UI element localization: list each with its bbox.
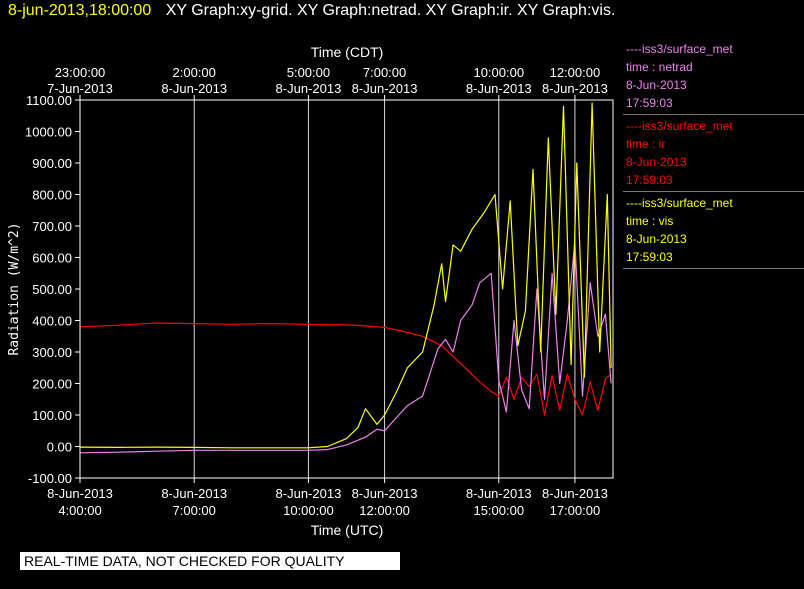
x-tick-label-date: 8-Jun-2013 bbox=[542, 486, 608, 501]
x-tick-label-date: 8-Jun-2013 bbox=[466, 486, 532, 501]
y-tick-label: 500.00 bbox=[32, 282, 72, 297]
x-axis-label-bottom: Time (UTC) bbox=[311, 522, 384, 538]
legend-entry-netrad: ----iss3/surface_met time : netrad 8-Jun… bbox=[623, 38, 804, 115]
x-axis-label-top: Time (CDT) bbox=[311, 44, 384, 60]
y-ticks: -100.00 0.00 100.00 200.00 300.00 400.00 500.0… bbox=[25, 93, 80, 486]
legend-entry-vis: ----iss3/surface_met time : vis 8-Jun-20… bbox=[623, 192, 804, 269]
legend-date: 8-Jun-2013 bbox=[626, 155, 687, 169]
x-tick-label-date: 8-Jun-2013 bbox=[276, 486, 342, 501]
x-tick-label-date: 8-Jun-2013 bbox=[161, 486, 227, 501]
x-tick-label-date: 8-Jun-2013 bbox=[47, 486, 113, 501]
legend-date: 8-Jun-2013 bbox=[626, 78, 687, 92]
x-ticks-bottom: 8-Jun-2013 4:00:00 8-Jun-2013 7:00:00 8-Jun-… bbox=[47, 478, 608, 518]
x-top-tick-label-time: 12:00:00 bbox=[550, 65, 601, 80]
title-graphs: XY Graph:xy-grid. XY Graph:netrad. XY Gr… bbox=[165, 2, 616, 19]
legend-date: 8-Jun-2013 bbox=[626, 232, 687, 246]
legend-variable: time : vis bbox=[626, 214, 674, 228]
legend-variable: time : netrad bbox=[626, 60, 693, 74]
y-tick-label: 200.00 bbox=[32, 377, 72, 392]
x-tick-label-date: 8-Jun-2013 bbox=[352, 486, 418, 501]
y-tick-label: 100.00 bbox=[32, 408, 72, 423]
series-line-vis bbox=[79, 102, 612, 449]
legend-source: ----iss3/surface_met bbox=[626, 42, 733, 56]
y-tick-label: 1000.00 bbox=[25, 125, 72, 140]
y-tick-label: 400.00 bbox=[32, 314, 72, 329]
x-top-tick-label-time: 23:00:00 bbox=[55, 65, 106, 80]
x-top-tick-label-date: 8-Jun-2013 bbox=[161, 81, 227, 96]
plot-frame bbox=[79, 99, 614, 479]
legend: ----iss3/surface_met time : netrad 8-Jun… bbox=[623, 38, 804, 269]
x-top-tick-label-time: 10:00:00 bbox=[473, 65, 524, 80]
y-tick-label: 0.00 bbox=[47, 440, 72, 455]
x-top-tick-label-date: 8-Jun-2013 bbox=[466, 81, 532, 96]
series-line-netrad bbox=[79, 241, 612, 454]
x-ticks-top: 23:00:007-Jun-20132:00:008-Jun-20135:00:… bbox=[47, 65, 608, 100]
x-top-tick-label-time: 5:00:00 bbox=[287, 65, 330, 80]
x-tick-label-time: 12:00:00 bbox=[359, 503, 410, 518]
legend-time: 17:59:03 bbox=[626, 96, 673, 110]
x-tick-label-time: 15:00:00 bbox=[473, 503, 524, 518]
y-tick-label: 300.00 bbox=[32, 345, 72, 360]
y-tick-label: 1100.00 bbox=[26, 93, 72, 108]
title-datetime: 8-jun-2013,18:00:00 bbox=[8, 2, 152, 19]
grid bbox=[193, 100, 576, 478]
series-line-ir bbox=[79, 322, 612, 416]
series-group bbox=[79, 102, 612, 454]
x-tick-label-time: 10:00:00 bbox=[283, 503, 334, 518]
legend-source: ----iss3/surface_met bbox=[626, 196, 733, 210]
y-axis-label: Radiation (W/m^2) bbox=[7, 222, 22, 355]
legend-time: 17:59:03 bbox=[626, 250, 673, 264]
title-bar: 8-jun-2013,18:00:00 XY Graph:xy-grid. XY… bbox=[8, 2, 615, 20]
legend-source: ----iss3/surface_met bbox=[626, 119, 733, 133]
y-tick-label: 900.00 bbox=[32, 156, 72, 171]
y-tick-label: 800.00 bbox=[32, 188, 72, 203]
x-top-tick-label-date: 8-Jun-2013 bbox=[542, 81, 608, 96]
y-tick-label: 600.00 bbox=[32, 251, 72, 266]
x-top-tick-label-time: 7:00:00 bbox=[363, 65, 406, 80]
x-tick-label-time: 7:00:00 bbox=[173, 503, 216, 518]
legend-variable: time : ir bbox=[626, 137, 666, 151]
legend-time: 17:59:03 bbox=[626, 173, 673, 187]
y-tick-label: 700.00 bbox=[32, 219, 72, 234]
x-top-tick-label-date: 7-Jun-2013 bbox=[47, 81, 113, 96]
x-top-tick-label-time: 2:00:00 bbox=[173, 65, 216, 80]
quality-notice: REAL-TIME DATA, NOT CHECKED FOR QUALITY bbox=[20, 552, 400, 570]
x-top-tick-label-date: 8-Jun-2013 bbox=[276, 81, 342, 96]
x-tick-label-time: 17:00:00 bbox=[550, 503, 601, 518]
y-tick-label: -100.00 bbox=[28, 471, 72, 486]
legend-entry-ir: ----iss3/surface_met time : ir 8-Jun-201… bbox=[623, 115, 804, 192]
x-tick-label-time: 4:00:00 bbox=[58, 503, 101, 518]
x-top-tick-label-date: 8-Jun-2013 bbox=[352, 81, 418, 96]
